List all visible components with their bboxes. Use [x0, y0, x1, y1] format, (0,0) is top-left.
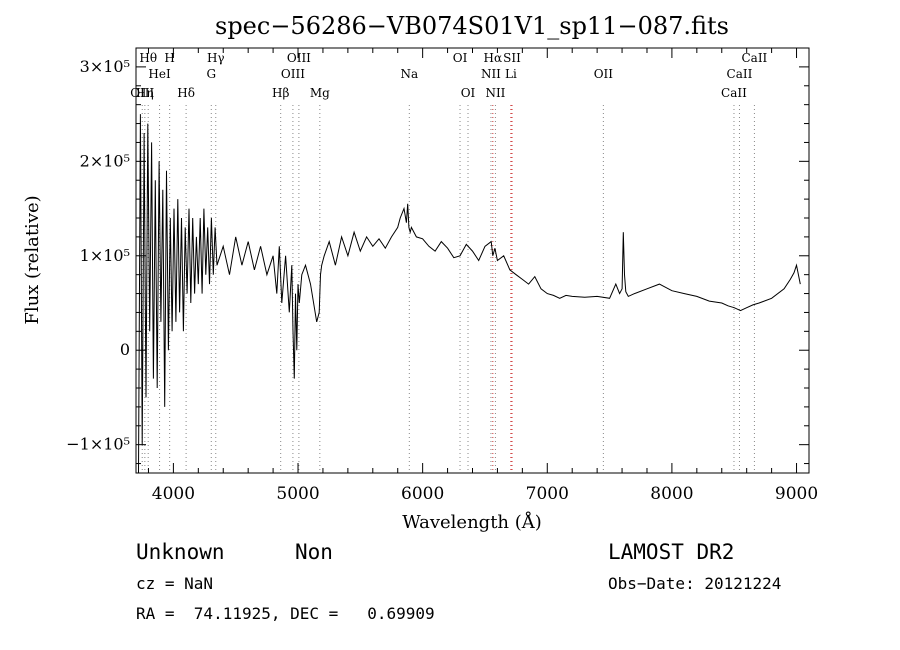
- spectral-line-label: CaII: [741, 51, 767, 65]
- x-tick-label: 4000: [152, 484, 195, 504]
- x-tick-label: 6000: [401, 484, 444, 504]
- object-class: Unknown: [136, 540, 225, 564]
- redshift-cz: cz = NaN: [136, 574, 214, 593]
- y-axis-label: Flux (relative): [22, 195, 43, 324]
- spectral-line-label: Hθ: [139, 51, 157, 65]
- spectral-line-label: OI: [461, 86, 476, 100]
- y-tick-label: −1×10⁵: [66, 435, 130, 454]
- survey-name: LAMOST DR2: [608, 540, 735, 564]
- x-tick-label: 9000: [775, 484, 818, 504]
- spectral-line-label: NII: [485, 86, 505, 100]
- spectral-line-label: Hβ: [272, 86, 289, 100]
- spectral-line-label: OI: [453, 51, 468, 65]
- x-axis-label: Wavelength (Å): [402, 511, 542, 533]
- spectrum-chart: spec−56286−VB074S01V1_sp11−087.fits OIII…: [22, 12, 818, 533]
- x-axis-ticks: 4000 5000 6000 7000 8000 9000: [147, 48, 818, 504]
- spectral-line-label: H: [164, 51, 174, 65]
- spectral-line-label: OII: [594, 67, 614, 81]
- y-axis-ticks: −1×10⁵ 0 1×10⁵ 2×10⁵ 3×10⁵: [66, 47, 809, 465]
- spectral-line-label: Mg: [310, 86, 330, 100]
- y-tick-label: 3×10⁵: [80, 57, 130, 76]
- x-tick-label: 8000: [650, 484, 693, 504]
- x-tick-label: 7000: [526, 484, 569, 504]
- spectral-line-label: OIII: [130, 86, 154, 100]
- spectral-line-label: Hα: [484, 51, 503, 65]
- spectral-line-label: CaII: [727, 67, 753, 81]
- spectral-line-label: OIII: [281, 67, 305, 81]
- spectral-line-markers: [141, 105, 755, 473]
- observation-date: Obs−Date: 20121224: [608, 574, 782, 593]
- spectral-line-label: Li: [505, 67, 517, 81]
- spectral-line-label: CaII: [721, 86, 747, 100]
- object-subclass: Non: [295, 540, 333, 564]
- chart-title: spec−56286−VB074S01V1_sp11−087.fits: [215, 12, 729, 40]
- y-tick-label: 0: [120, 340, 130, 359]
- y-tick-label: 1×10⁵: [80, 246, 130, 265]
- spectral-line-label: G: [206, 67, 216, 81]
- spectral-line-label: HeI: [148, 67, 171, 81]
- spectral-line-label: NII: [481, 67, 501, 81]
- spectral-line-label: Na: [400, 67, 418, 81]
- plot-frame: [135, 47, 810, 474]
- spectral-line-label: Hη: [136, 86, 154, 100]
- coordinates: RA = 74.11925, DEC = 0.69909: [136, 604, 435, 623]
- spectral-line-label: Hδ: [177, 86, 195, 100]
- x-tick-label: 5000: [276, 484, 319, 504]
- spectrum-series-line: [138, 114, 801, 474]
- y-tick-label: 2×10⁵: [80, 151, 130, 170]
- spectral-line-label: OIII: [287, 51, 311, 65]
- spectral-line-labels: OIIIHηHθHeIHHδGHγHβOIIIOIIIMgNaOIOINIIHα…: [130, 51, 767, 100]
- spectral-line-label: SII: [503, 51, 521, 65]
- spectral-line-label: Hγ: [207, 51, 225, 65]
